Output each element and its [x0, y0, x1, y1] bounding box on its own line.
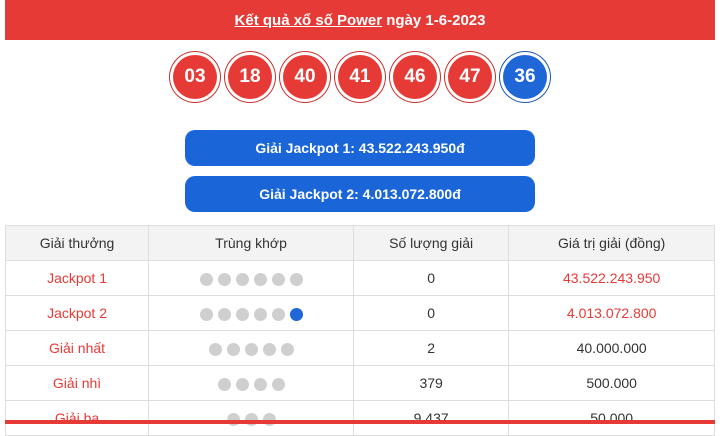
col-value: Giá trị giải (đồng) [508, 225, 715, 261]
col-count: Số lượng giải [352, 225, 510, 261]
match-dot [253, 377, 267, 391]
prize-value: 500.000 [508, 365, 715, 401]
table-row: Giải nhì 379 500.000 [4, 365, 715, 401]
ball: 41 [338, 55, 382, 99]
jackpot-2-button[interactable]: Giải Jackpot 2: 4.013.072.800đ [185, 176, 535, 212]
match-dot [253, 307, 267, 321]
title-date: ngày 1-6-2023 [382, 11, 486, 29]
match-dots [148, 295, 354, 331]
prize-name: Jackpot 1 [4, 260, 150, 296]
prize-value: 50.000 [508, 400, 715, 436]
prize-value: 43.522.243.950 [508, 260, 715, 296]
prize-count: 2 [352, 330, 510, 366]
match-dot [235, 377, 249, 391]
ball: 03 [173, 55, 217, 99]
match-dot [217, 377, 231, 391]
match-dot [235, 307, 249, 321]
ball: 40 [283, 55, 327, 99]
match-dot [262, 342, 276, 356]
match-dot [289, 272, 303, 286]
table-body: Jackpot 1 0 43.522.243.950 Jackpot 2 0 4.013.… [4, 260, 715, 436]
power-ball: 36 [503, 55, 547, 99]
match-dots [148, 365, 354, 401]
col-prize: Giải thưởng [4, 225, 150, 261]
table-row: Giải ba 9.437 50.000 [4, 400, 715, 436]
jackpot-1-button[interactable]: Giải Jackpot 1: 43.522.243.950đ [185, 130, 535, 166]
table-row: Jackpot 2 0 4.013.072.800 [4, 295, 715, 331]
prize-table: Giải thưởng Trùng khớp Số lượng giải Giá… [4, 225, 715, 436]
result-balls: 03 18 40 41 46 47 36 [0, 55, 720, 99]
match-dot [217, 272, 231, 286]
ball: 46 [393, 55, 437, 99]
match-dots [148, 260, 354, 296]
match-dot [217, 307, 231, 321]
prize-value: 4.013.072.800 [508, 295, 715, 331]
prize-name: Giải nhất [4, 330, 150, 366]
match-dot [271, 377, 285, 391]
prize-count: 9.437 [352, 400, 510, 436]
table-header-row: Giải thưởng Trùng khớp Số lượng giải Giá… [4, 225, 715, 261]
power-match-dot [289, 307, 303, 321]
ball: 47 [448, 55, 492, 99]
match-dot [244, 342, 258, 356]
match-dot [280, 342, 294, 356]
prize-name: Giải nhì [4, 365, 150, 401]
match-dot [226, 342, 240, 356]
match-dot [208, 342, 222, 356]
match-dot [271, 307, 285, 321]
title-bar: Kết quả xổ số Power ngày 1-6-2023 [5, 0, 715, 40]
prize-name: Jackpot 2 [4, 295, 150, 331]
prize-count: 379 [352, 365, 510, 401]
ball: 18 [228, 55, 272, 99]
table-row: Giải nhất 2 40.000.000 [4, 330, 715, 366]
bottom-divider [5, 420, 715, 424]
prize-count: 0 [352, 295, 510, 331]
prize-value: 40.000.000 [508, 330, 715, 366]
match-dot [235, 272, 249, 286]
match-dots [148, 330, 354, 366]
col-matches: Trùng khớp [148, 225, 354, 261]
match-dot [271, 272, 285, 286]
prize-count: 0 [352, 260, 510, 296]
match-dot [199, 272, 213, 286]
prize-name: Giải ba [4, 400, 150, 436]
match-dots [148, 400, 354, 436]
match-dot [199, 307, 213, 321]
match-dot [253, 272, 267, 286]
table-row: Jackpot 1 0 43.522.243.950 [4, 260, 715, 296]
title-link[interactable]: Kết quả xổ số Power [234, 11, 383, 29]
